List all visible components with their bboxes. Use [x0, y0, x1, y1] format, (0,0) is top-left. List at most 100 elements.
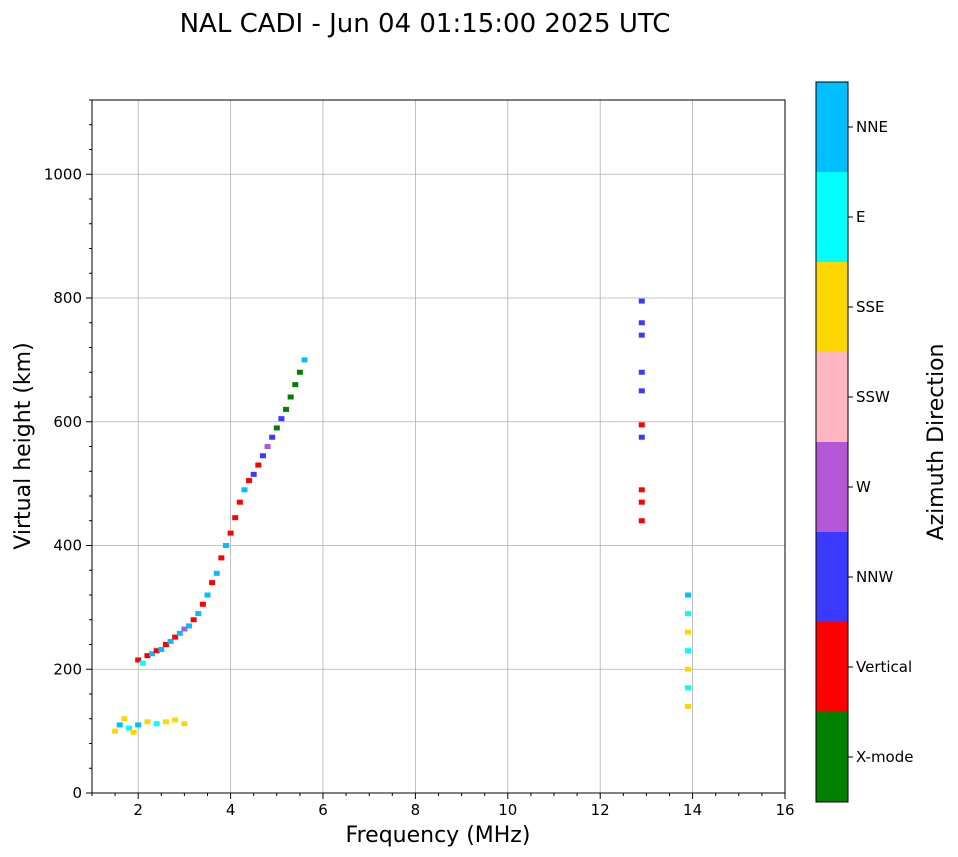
data-point-nnw: [259, 453, 266, 459]
y-tick-label: 800: [53, 289, 82, 307]
data-point-vertical: [172, 634, 179, 640]
x-tick-label: 6: [318, 801, 328, 819]
data-point-vertical: [162, 642, 169, 647]
data-point-vertical: [135, 657, 142, 663]
data-point-vertical: [232, 515, 239, 521]
data-point-nnw: [638, 320, 645, 326]
grid-lines: [92, 100, 786, 794]
data-point-nne: [195, 611, 202, 617]
data-point-nne: [301, 357, 308, 363]
colorbar-tick-label: E: [856, 208, 865, 226]
x-tick-label: 14: [683, 801, 702, 819]
data-point-nne: [186, 623, 193, 629]
data-point-nne: [176, 630, 183, 636]
data-point-nne: [158, 646, 165, 652]
x-tick-label: 16: [775, 801, 794, 819]
data-point-e: [684, 611, 691, 617]
colorbar-tick-label: NNE: [856, 118, 888, 136]
x-tick-label: 12: [591, 801, 610, 819]
data-point-nne: [684, 592, 691, 598]
colorbar-swatch-x-mode: [816, 712, 848, 802]
colorbar-tick-label: SSW: [856, 388, 890, 406]
data-point-nne: [149, 651, 156, 657]
y-tick-label: 0: [72, 784, 82, 802]
data-point-nne: [222, 543, 229, 548]
y-tick-label: 200: [53, 660, 82, 678]
data-point-vertical: [246, 478, 253, 484]
colorbar-swatch-ssw: [816, 352, 848, 442]
data-point-x-mode: [287, 394, 294, 400]
colorbar-swatch-nnw: [816, 532, 848, 622]
x-tick-label: 4: [226, 801, 236, 819]
data-point-nnw: [638, 369, 645, 375]
x-tick-label: 8: [411, 801, 421, 819]
data-point-vertical: [638, 499, 645, 505]
data-point-sse: [684, 666, 691, 672]
x-axis-label: Frequency (MHz): [346, 823, 531, 848]
y-tick-label: 400: [53, 537, 82, 555]
colorbar-tick-label: W: [856, 478, 871, 496]
data-point-sse: [684, 629, 691, 635]
data-point-nnw: [638, 298, 645, 304]
data-point-nne: [167, 638, 174, 644]
data-point-e: [684, 648, 691, 654]
data-point-vertical: [638, 422, 645, 428]
data-point-e: [684, 685, 691, 691]
data-point-sse: [112, 728, 119, 734]
y-tick-label: 600: [53, 413, 82, 431]
data-marks: [112, 298, 691, 735]
data-point-nnw: [269, 434, 276, 440]
x-axis: 2 4 6 8 10 12 14 16: [91, 793, 795, 819]
data-point-x-mode: [292, 382, 299, 388]
data-point-x-mode: [273, 425, 280, 431]
data-point-nne: [241, 487, 248, 493]
data-point-sse: [121, 716, 128, 722]
colorbar-tick-label: SSE: [856, 298, 885, 316]
data-point-nnw: [250, 471, 257, 477]
data-point-w: [264, 444, 271, 449]
data-point-vertical: [638, 518, 645, 524]
data-point-vertical: [199, 601, 206, 607]
colorbar: X-mode Vertical NNW W SSW SSE E NNE: [815, 81, 913, 803]
data-point-sse: [181, 721, 188, 727]
data-point-vertical: [236, 499, 243, 505]
data-point-sse: [144, 719, 151, 725]
y-axis-label: Virtual height (km): [11, 342, 36, 549]
data-point-nne: [116, 722, 123, 728]
data-point-w: [181, 626, 188, 632]
data-point-vertical: [153, 648, 160, 654]
colorbar-swatch-vertical: [816, 622, 848, 712]
data-point-sse: [162, 719, 169, 725]
colorbar-frame: [815, 81, 849, 803]
data-point-nne: [135, 722, 142, 728]
data-point-vertical: [218, 555, 225, 561]
y-tick-label: 1000: [44, 165, 82, 183]
data-point-nnw: [278, 416, 285, 422]
data-point-vertical: [227, 530, 234, 536]
data-point-sse: [172, 717, 179, 723]
data-point-nnw: [638, 332, 645, 338]
data-point-x-mode: [283, 406, 290, 412]
plot-area: [92, 100, 785, 793]
y-axis: 0 200 400 600 800 1000: [44, 99, 92, 802]
x-tick-label: 2: [133, 801, 143, 819]
data-point-nne: [204, 592, 211, 598]
colorbar-swatch-sse: [816, 262, 848, 352]
colorbar-tick-label: Vertical: [856, 658, 912, 676]
data-point-e: [139, 660, 146, 666]
colorbar-swatch-e: [816, 172, 848, 262]
data-point-x-mode: [296, 369, 303, 375]
colorbar-label: Azimuth Direction: [924, 343, 949, 540]
chart-title: NAL CADI - Jun 04 01:15:00 2025 UTC: [180, 9, 671, 39]
data-point-vertical: [209, 580, 216, 586]
colorbar-tick-label: NNW: [856, 568, 893, 586]
data-point-nne: [213, 570, 220, 576]
data-point-e: [125, 725, 132, 731]
data-point-vertical: [255, 462, 262, 468]
colorbar-swatch-nne: [816, 82, 848, 172]
data-point-vertical: [638, 487, 645, 493]
data-point-sse: [684, 703, 691, 709]
data-point-nnw: [638, 388, 645, 394]
data-point-e: [153, 721, 160, 727]
